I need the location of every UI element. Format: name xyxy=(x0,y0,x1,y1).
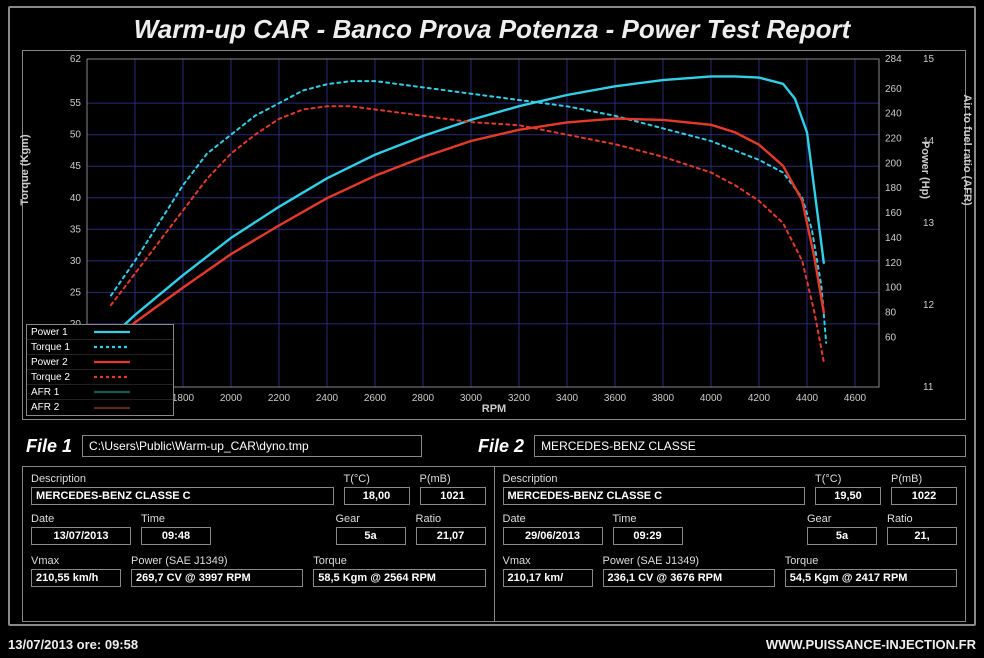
f1-pmb: 1021 xyxy=(420,487,486,505)
f1-power: 269,7 CV @ 3997 RPM xyxy=(131,569,303,587)
svg-text:240: 240 xyxy=(885,109,902,120)
svg-text:260: 260 xyxy=(885,84,902,95)
svg-text:3200: 3200 xyxy=(508,393,531,404)
y-axis-torque-label: Torque (Kgm) xyxy=(19,105,31,235)
legend-item: Torque 1 xyxy=(27,340,173,355)
page-title: Warm-up CAR - Banco Prova Potenza - Powe… xyxy=(10,10,974,47)
f2-torque: 54,5 Kgm @ 2417 RPM xyxy=(785,569,957,587)
f2-temp: 19,50 xyxy=(815,487,881,505)
svg-text:12: 12 xyxy=(923,300,935,311)
lbl-pmb: P(mB) xyxy=(420,473,486,485)
chart-legend: Power 1Torque 1Power 2Torque 2AFR 1AFR 2 xyxy=(26,324,174,416)
f2-ratio: 21, xyxy=(887,527,957,545)
svg-text:30: 30 xyxy=(70,256,82,267)
f2-power: 236,1 CV @ 3676 RPM xyxy=(603,569,775,587)
info-row: Description MERCEDES-BENZ CLASSE C T(°C) 1… xyxy=(22,466,966,622)
lbl-power: Power (SAE J1349) xyxy=(131,555,303,567)
f1-vmax: 210,55 km/h xyxy=(31,569,121,587)
f2-gear: 5a xyxy=(807,527,877,545)
svg-text:2200: 2200 xyxy=(268,393,291,404)
svg-text:45: 45 xyxy=(70,161,82,172)
lbl-vmax: Vmax xyxy=(31,555,121,567)
svg-text:4000: 4000 xyxy=(700,393,723,404)
lbl-torque: Torque xyxy=(313,555,485,567)
svg-text:80: 80 xyxy=(885,307,897,318)
f1-temp: 18,00 xyxy=(344,487,410,505)
svg-text:11: 11 xyxy=(923,382,934,393)
svg-text:62: 62 xyxy=(70,54,82,65)
svg-text:4400: 4400 xyxy=(796,393,819,404)
lbl-time: Time xyxy=(141,513,211,525)
legend-item: Power 1 xyxy=(27,325,173,340)
svg-text:3000: 3000 xyxy=(460,393,483,404)
lbl-ratio: Ratio xyxy=(416,513,486,525)
svg-text:4200: 4200 xyxy=(748,393,771,404)
f1-time: 09:48 xyxy=(141,527,211,545)
svg-text:50: 50 xyxy=(70,130,82,141)
dyno-chart: 1600180020002200240026002800300032003400… xyxy=(22,50,966,420)
f1-ratio: 21,07 xyxy=(416,527,486,545)
info-col-file1: Description MERCEDES-BENZ CLASSE C T(°C) 1… xyxy=(23,467,494,621)
f2-date: 29/06/2013 xyxy=(503,527,603,545)
f1-date: 13/07/2013 xyxy=(31,527,131,545)
legend-item: AFR 2 xyxy=(27,400,173,415)
file1-label: File 1 xyxy=(26,436,72,457)
svg-text:35: 35 xyxy=(70,224,82,235)
svg-text:25: 25 xyxy=(70,287,82,298)
f2-time: 09:29 xyxy=(613,527,683,545)
file2-path: MERCEDES-BENZ CLASSE xyxy=(534,435,966,457)
svg-text:40: 40 xyxy=(70,193,82,204)
footer: 13/07/2013 ore: 09:58 WWW.PUISSANCE-INJE… xyxy=(8,637,976,652)
svg-text:2400: 2400 xyxy=(316,393,339,404)
file-row: File 1 C:\Users\Public\Warm-up_CAR\dyno.… xyxy=(26,432,966,460)
svg-text:3800: 3800 xyxy=(652,393,675,404)
y-axis-power-label: Power (Hp) xyxy=(919,105,931,235)
f1-description: MERCEDES-BENZ CLASSE C xyxy=(31,487,334,505)
svg-text:4600: 4600 xyxy=(844,393,867,404)
f1-torque: 58,5 Kgm @ 2564 RPM xyxy=(313,569,485,587)
svg-text:2800: 2800 xyxy=(412,393,435,404)
f2-vmax: 210,17 km/ xyxy=(503,569,593,587)
footer-url: WWW.PUISSANCE-INJECTION.FR xyxy=(766,637,976,652)
footer-datetime: 13/07/2013 ore: 09:58 xyxy=(8,637,138,652)
svg-text:1800: 1800 xyxy=(172,393,195,404)
svg-text:3600: 3600 xyxy=(604,393,627,404)
lbl-description: Description xyxy=(31,473,334,485)
svg-text:284: 284 xyxy=(885,54,902,65)
svg-text:180: 180 xyxy=(885,183,902,194)
file1-path: C:\Users\Public\Warm-up_CAR\dyno.tmp xyxy=(82,435,422,457)
f2-pmb: 1022 xyxy=(891,487,957,505)
svg-text:220: 220 xyxy=(885,134,902,145)
file2-label: File 2 xyxy=(478,436,524,457)
legend-item: Torque 2 xyxy=(27,370,173,385)
svg-text:200: 200 xyxy=(885,158,902,169)
svg-text:140: 140 xyxy=(885,233,902,244)
svg-text:2600: 2600 xyxy=(364,393,387,404)
svg-text:100: 100 xyxy=(885,283,902,294)
svg-text:160: 160 xyxy=(885,208,902,219)
legend-item: AFR 1 xyxy=(27,385,173,400)
lbl-gear: Gear xyxy=(336,513,406,525)
y-axis-afr-label: Air to fuel ratio (AFR) xyxy=(961,65,973,235)
f1-gear: 5a xyxy=(336,527,406,545)
lbl-temp: T(°C) xyxy=(344,473,410,485)
x-axis-label: RPM xyxy=(482,403,506,415)
svg-text:3400: 3400 xyxy=(556,393,579,404)
info-col-file2: DescriptionMERCEDES-BENZ CLASSE C T(°C)1… xyxy=(494,467,966,621)
lbl-date: Date xyxy=(31,513,131,525)
svg-text:55: 55 xyxy=(70,98,82,109)
main-panel: Warm-up CAR - Banco Prova Potenza - Powe… xyxy=(8,6,976,626)
svg-text:15: 15 xyxy=(923,54,935,65)
legend-item: Power 2 xyxy=(27,355,173,370)
svg-text:120: 120 xyxy=(885,258,902,269)
svg-text:2000: 2000 xyxy=(220,393,243,404)
f2-description: MERCEDES-BENZ CLASSE C xyxy=(503,487,806,505)
svg-text:60: 60 xyxy=(885,332,897,343)
